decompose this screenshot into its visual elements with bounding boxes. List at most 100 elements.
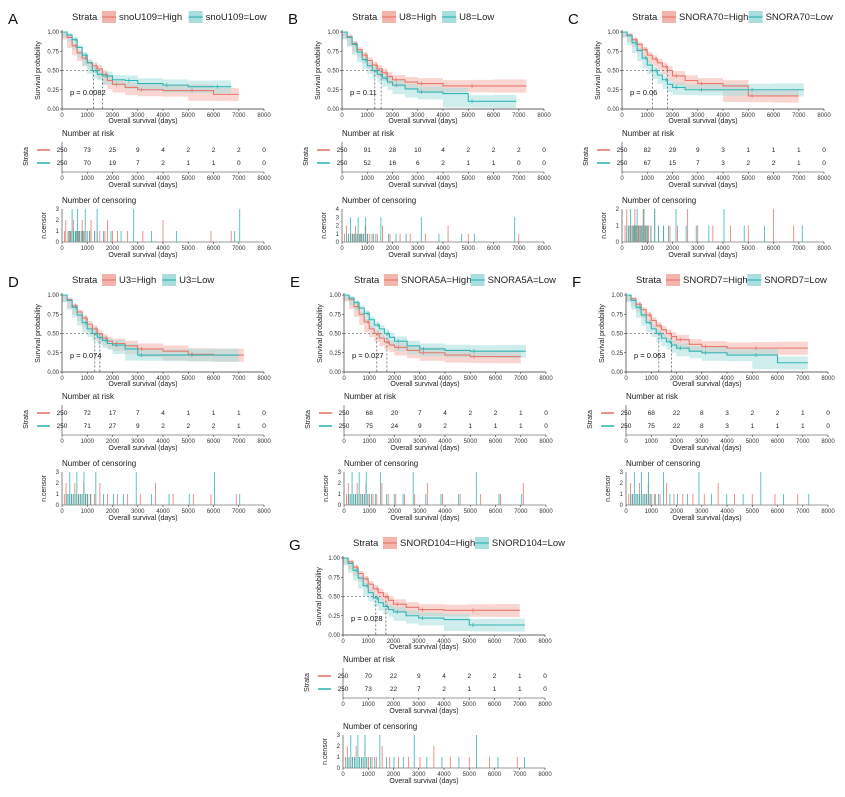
x-tick-label: 5000 <box>182 113 196 119</box>
censor-y-label: n.censor <box>323 474 330 502</box>
risk-count-high: 2 <box>237 147 241 154</box>
risk-count-low: 2 <box>443 423 447 430</box>
legend-title: Strata <box>353 538 379 549</box>
censor-y-label: n.censor <box>41 211 48 239</box>
risk-count-high: 29 <box>669 147 677 154</box>
risk-count-high: 2 <box>212 147 216 154</box>
censor-x-tick-label: 8000 <box>537 246 551 252</box>
legend-label-low: U8=Low <box>459 12 494 23</box>
x-tick-label: 2000 <box>106 113 120 119</box>
risk-count-low: 1 <box>212 160 216 167</box>
risk-count-low: 1 <box>801 423 805 430</box>
km-panel-a: A Strata snoU109=High snoU109=Low 0.00 0.25 0.… <box>2 2 277 262</box>
censor-x-tick-label: 8000 <box>821 509 835 515</box>
risk-count-high: 1 <box>186 410 190 417</box>
risk-count-low: 1 <box>776 423 780 430</box>
censor-y-tick-label: 3 <box>337 733 341 739</box>
censor-y-tick-label: 1 <box>620 492 624 498</box>
risk-x-axis-label: Overall survival (days) <box>389 708 458 715</box>
censor-y-tick-label: 3 <box>56 470 60 476</box>
risk-count-low: 2 <box>442 686 446 693</box>
km-curve-high <box>622 31 799 97</box>
y-tick-label: 1.00 <box>328 556 340 562</box>
risk-x-tick-label: 7000 <box>513 702 527 708</box>
ci-band-low <box>622 32 804 97</box>
risk-count-low: 0 <box>543 686 547 693</box>
risk-y-label: Strata <box>304 673 311 692</box>
risk-count-low: 75 <box>366 423 374 430</box>
censor-x-tick-label: 0 <box>340 246 344 252</box>
x-tick-label: 5000 <box>464 376 478 382</box>
risk-x-tick-label: 2000 <box>387 702 401 708</box>
panel-letter: D <box>8 274 19 291</box>
x-tick-label: 3000 <box>412 639 426 645</box>
km-curve-high <box>342 31 527 87</box>
risk-count-low: 2 <box>746 160 750 167</box>
censor-x-tick-label: 4000 <box>716 246 730 252</box>
panel-letter: C <box>568 11 579 28</box>
x-tick-label: 0 <box>60 376 64 382</box>
risk-x-tick-label: 7000 <box>796 439 810 445</box>
censor-x-tick-label: 6000 <box>207 509 221 515</box>
risk-x-tick-label: 8000 <box>539 439 553 445</box>
y-tick-label: 0.25 <box>329 351 341 357</box>
censor-x-tick-label: 4000 <box>438 509 452 515</box>
risk-x-tick-label: 6000 <box>207 439 221 445</box>
censor-x-tick-label: 1000 <box>641 246 655 252</box>
risk-count-high: 68 <box>648 410 656 417</box>
risk-x-tick-label: 7000 <box>792 176 806 182</box>
risk-count-low: 3 <box>725 423 729 430</box>
y-axis-label: Survival probability <box>595 41 602 100</box>
risk-count-high: 0 <box>262 410 266 417</box>
censor-x-tick-label: 4000 <box>720 509 734 515</box>
x-tick-label: 1000 <box>641 113 655 119</box>
risk-count-low: 1 <box>237 423 241 430</box>
censor-x-tick-label: 4000 <box>156 509 170 515</box>
censor-x-tick-label: 0 <box>60 246 64 252</box>
risk-count-low: 1 <box>750 423 754 430</box>
risk-count-high: 0 <box>543 673 547 680</box>
x-tick-label: 1000 <box>81 376 95 382</box>
censor-x-tick-label: 0 <box>620 246 624 252</box>
x-tick-label: 7000 <box>513 639 527 645</box>
x-tick-label: 8000 <box>821 376 835 382</box>
risk-x-tick-label: 5000 <box>746 439 760 445</box>
censor-x-tick-label: 4000 <box>436 246 450 252</box>
risk-x-tick-label: 1000 <box>641 176 655 182</box>
censor-y-tick-label: 0 <box>336 240 340 246</box>
y-tick-label: 0.50 <box>611 332 623 338</box>
km-figure: B Strata U8=High U8=Low 0.00 0.25 0.50 0.75 1.00… <box>288 11 551 259</box>
risk-x-tick-label: 4000 <box>716 176 730 182</box>
x-axis-label: Overall survival (days) <box>672 381 741 388</box>
risk-count-low: 1 <box>797 160 801 167</box>
x-tick-label: 5000 <box>462 113 476 119</box>
censor-plot: Number of censoring 0 1 2 3 n.censor 0 1000 2000… <box>41 196 271 259</box>
y-tick-label: 0.25 <box>611 351 623 357</box>
risk-count-low: 7 <box>136 160 140 167</box>
x-tick-label: 2000 <box>670 376 684 382</box>
x-tick-label: 2000 <box>106 376 120 382</box>
risk-count-high: 2 <box>493 673 497 680</box>
panel-letter: B <box>288 11 298 28</box>
y-tick-label: 0.00 <box>47 370 59 376</box>
censor-x-tick-label: 7000 <box>513 772 527 778</box>
km-plot: 0.00 0.25 0.50 0.75 1.00 0 1000 2000 3000 4000 500… <box>35 30 271 125</box>
censor-y-tick-label: 2 <box>56 481 60 487</box>
risk-x-tick-label: 0 <box>624 439 628 445</box>
risk-count-high: 4 <box>442 673 446 680</box>
censor-y-label: n.censor <box>41 474 48 502</box>
risk-x-tick-label: 6000 <box>767 176 781 182</box>
y-tick-label: 1.00 <box>47 293 59 299</box>
legend: Strata U8=High U8=Low <box>352 11 494 23</box>
risk-y-label: Strata <box>23 410 30 429</box>
x-tick-label: 7000 <box>232 113 246 119</box>
risk-count-low: 0 <box>262 160 266 167</box>
censor-title: Number of censoring <box>344 459 418 468</box>
censor-x-tick-label: 6000 <box>488 772 502 778</box>
legend: Strata SNORD104=High SNORD104=Low <box>353 537 565 549</box>
p-value: p = 0.027 <box>352 351 384 360</box>
risk-x-tick-label: 5000 <box>742 176 756 182</box>
legend-label-high: SNORD104=High <box>400 538 475 549</box>
risk-x-tick-label: 3000 <box>695 439 709 445</box>
x-tick-label: 2000 <box>666 113 680 119</box>
